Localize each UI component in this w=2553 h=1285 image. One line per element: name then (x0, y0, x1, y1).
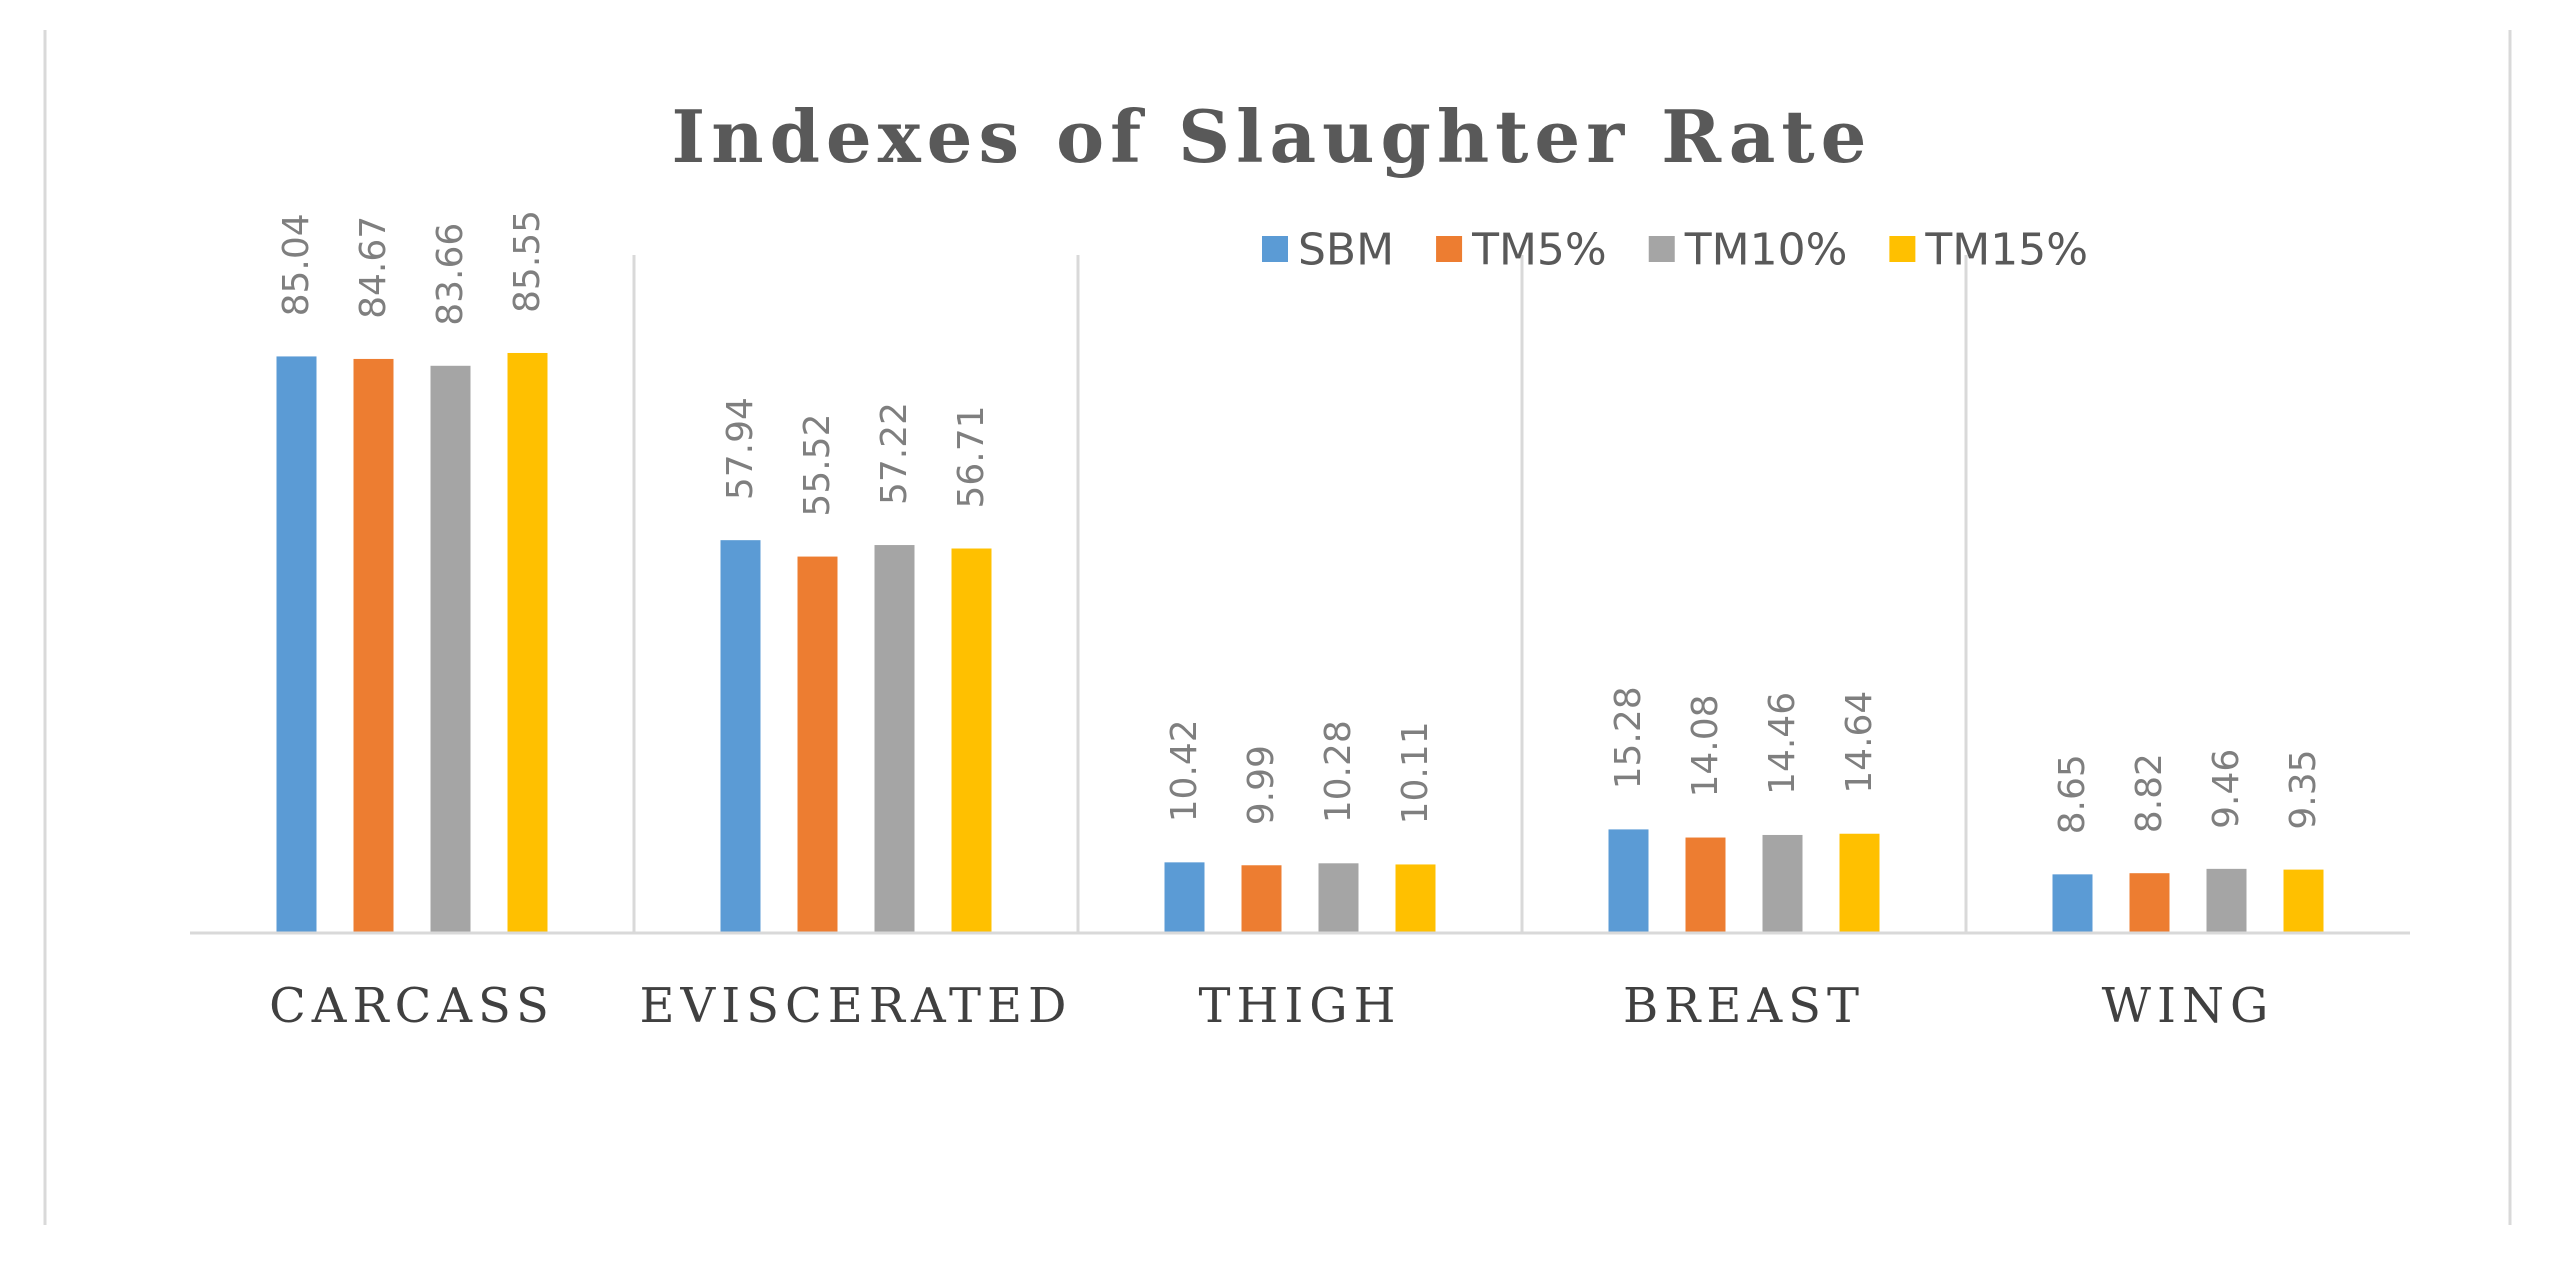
bar-sbm-eviscerated (720, 540, 761, 933)
data-label: 57.94 (720, 397, 761, 500)
category-label-wing: WING (2102, 978, 2275, 1034)
grid (632, 255, 1968, 933)
bar-tm10pct-carcass (430, 365, 471, 934)
data-label: 14.08 (1685, 694, 1726, 797)
legend-label: SBM (1298, 225, 1394, 276)
legend-swatch (1262, 236, 1288, 262)
data-label: 85.04 (276, 213, 317, 316)
bar-tm5pct-wing (2129, 873, 2170, 933)
category-label-breast: BREAST (1623, 978, 1865, 1034)
bar-tm15pct-carcass (507, 352, 548, 933)
data-label: 14.46 (1762, 692, 1803, 795)
bar-tm5pct-breast (1685, 837, 1726, 933)
bars (276, 352, 2324, 934)
category-labels: CARCASS EVISCERATED THIGH BREAST WING (269, 978, 2275, 1034)
legend-label: TM10% (1684, 225, 1848, 276)
legend-swatch (1889, 236, 1916, 262)
bar-sbm-thigh (1164, 862, 1205, 933)
bar-sbm-carcass (276, 356, 317, 933)
data-label: 14.64 (1839, 691, 1880, 794)
data-label: 10.28 (1318, 720, 1359, 823)
data-label: 8.82 (2129, 753, 2170, 833)
bar-tm10pct-breast (1762, 834, 1803, 933)
data-label: 57.22 (874, 402, 915, 505)
data-label: 8.65 (2052, 754, 2093, 834)
data-label: 10.42 (1164, 719, 1205, 822)
bar-tm5pct-carcass (353, 358, 394, 934)
bar-tm5pct-eviscerated (797, 556, 838, 933)
legend-swatch (1436, 236, 1463, 262)
legend-label: TM5% (1471, 225, 1607, 276)
data-label: 15.28 (1608, 686, 1649, 789)
category-label-carcass: CARCASS (269, 978, 555, 1034)
data-label: 83.66 (430, 223, 471, 326)
data-label: 9.99 (1241, 745, 1282, 825)
legend-label: TM15% (1924, 225, 2088, 276)
data-label: 9.35 (2283, 749, 2324, 829)
data-label: 55.52 (797, 414, 838, 517)
bar-tm10pct-wing (2206, 868, 2247, 933)
bar-tm10pct-thigh (1318, 863, 1359, 933)
data-label: 56.71 (951, 405, 992, 508)
bar-sbm-breast (1608, 829, 1649, 933)
bar-tm10pct-eviscerated (874, 545, 915, 933)
bar-tm15pct-wing (2283, 869, 2324, 933)
legend-swatch (1648, 236, 1675, 262)
bar-tm15pct-thigh (1395, 864, 1436, 933)
chart-title: Indexes of Slaughter Rate (672, 94, 1873, 179)
bar-tm5pct-thigh (1241, 865, 1282, 933)
category-label-eviscerated: EVISCERATED (639, 978, 1072, 1034)
data-label: 9.46 (2206, 749, 2247, 829)
category-label-thigh: THIGH (1198, 978, 1401, 1034)
data-label: 85.55 (507, 210, 548, 313)
bar-tm15pct-eviscerated (951, 548, 992, 933)
legend: SBM TM5% TM10% TM15% (1262, 225, 2088, 276)
data-labels: 85.04 84.67 83.66 85.55 57.94 55.52 57.22 56.71… (276, 210, 2324, 834)
data-label: 84.67 (353, 216, 394, 319)
bar-tm15pct-breast (1839, 833, 1880, 933)
bar-sbm-wing (2052, 874, 2093, 933)
data-label: 10.11 (1395, 721, 1436, 824)
